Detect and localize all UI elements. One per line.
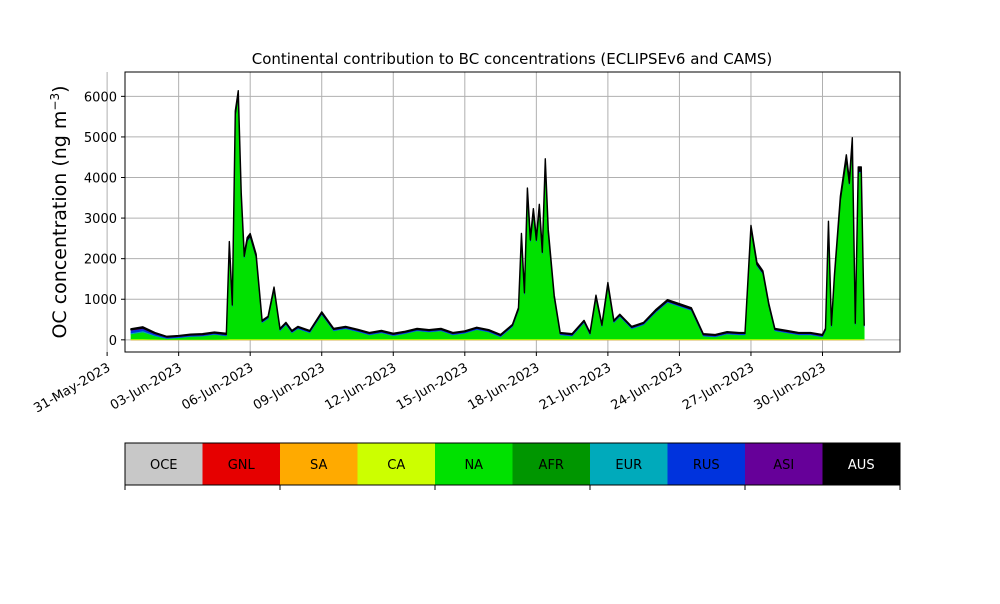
legend-swatch-eur bbox=[590, 443, 668, 485]
legend-label-asi: ASI bbox=[773, 458, 794, 473]
x-tick-label: 21-Jun-2023 bbox=[537, 360, 614, 413]
y-tick-label: 6000 bbox=[84, 90, 117, 105]
legend-swatch-gnl bbox=[202, 443, 280, 485]
x-tick-label: 18-Jun-2023 bbox=[466, 360, 543, 413]
y-tick-label: 5000 bbox=[84, 131, 117, 146]
x-tick-label: 03-Jun-2023 bbox=[108, 360, 185, 413]
legend-frame bbox=[124, 442, 901, 486]
legend-label-na: NA bbox=[464, 458, 483, 473]
area-series-na bbox=[130, 95, 865, 340]
x-tick-label: 27-Jun-2023 bbox=[680, 360, 757, 413]
legend-label-aus: AUS bbox=[848, 458, 875, 473]
y-axis-label-exponent: −3 bbox=[48, 93, 62, 111]
colorbar-legend: OCE GNL SA CA NA AFR EUR RUS ASI AUS bbox=[124, 442, 901, 490]
x-tick-label: 15-Jun-2023 bbox=[394, 360, 471, 413]
y-tick-label: 1000 bbox=[84, 293, 117, 308]
gridlines bbox=[106, 72, 900, 352]
legend-label-rus: RUS bbox=[693, 458, 720, 473]
y-axis-label: OC concentration (ng m−3) bbox=[48, 85, 71, 338]
legend-label-ca: CA bbox=[387, 458, 405, 473]
legend-swatch-aus bbox=[822, 443, 900, 485]
y-tick-label: 4000 bbox=[84, 172, 117, 187]
legend-swatch-na bbox=[435, 443, 513, 485]
legend-swatch-asi bbox=[745, 443, 823, 485]
y-tick-label: 2000 bbox=[84, 253, 117, 268]
legend-swatch-rus bbox=[667, 443, 745, 485]
legend-label-oce: OCE bbox=[150, 458, 178, 473]
x-tick-label: 24-Jun-2023 bbox=[609, 360, 686, 413]
axes: 0 1000 2000 3000 4000 5000 6000 31-May-202303-J… bbox=[31, 71, 901, 416]
area-series-aus bbox=[130, 89, 865, 338]
legend-swatch-ca bbox=[357, 443, 435, 485]
legend-swatch-sa bbox=[280, 443, 358, 485]
legend-label-gnl: GNL bbox=[228, 458, 256, 473]
x-tick-label: 12-Jun-2023 bbox=[322, 360, 399, 413]
legend-swatch-oce bbox=[125, 443, 203, 485]
legend-label-eur: EUR bbox=[615, 458, 642, 473]
chart-title: Continental contribution to BC concentra… bbox=[252, 50, 773, 68]
x-tick-label: 06-Jun-2023 bbox=[179, 360, 256, 413]
legend-label-sa: SA bbox=[310, 458, 327, 473]
legend-swatch-afr bbox=[512, 443, 590, 485]
x-tick-label: 30-Jun-2023 bbox=[752, 360, 829, 413]
legend-label-afr: AFR bbox=[539, 458, 564, 473]
y-tick-label: 0 bbox=[109, 334, 117, 349]
plot-frame bbox=[124, 71, 901, 353]
y-tick-label: 3000 bbox=[84, 212, 117, 227]
x-tick-label: 31-May-2023 bbox=[31, 360, 113, 416]
y-axis-label-main: OC concentration (ng m bbox=[49, 111, 71, 339]
stacked-areas bbox=[130, 89, 865, 341]
x-tick-label: 09-Jun-2023 bbox=[251, 360, 328, 413]
y-axis-label-close: ) bbox=[49, 85, 71, 92]
